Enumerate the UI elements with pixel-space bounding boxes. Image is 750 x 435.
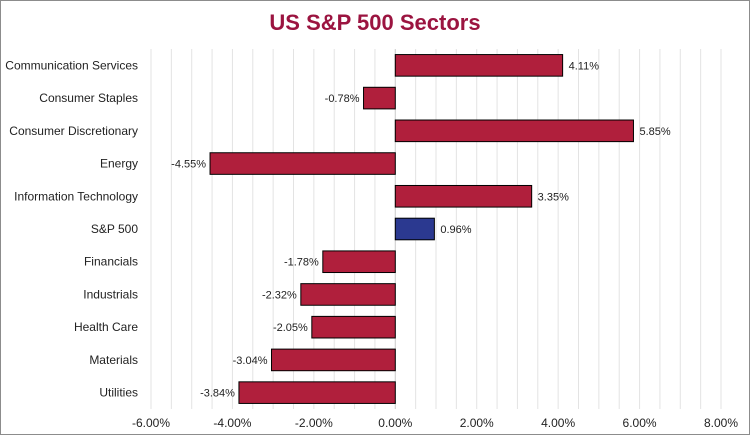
category-label: Consumer Staples: [39, 91, 138, 105]
category-label: Information Technology: [14, 189, 138, 203]
data-label: 5.85%: [639, 126, 670, 138]
bar: [209, 152, 396, 175]
category-label: Utilities: [99, 386, 138, 400]
bar: [394, 119, 634, 143]
data-label: 0.96%: [440, 224, 471, 236]
x-tick-label: 8.00%: [704, 416, 738, 430]
category-label: Communication Services: [5, 58, 138, 72]
data-label: -2.05%: [273, 322, 308, 334]
category-label: S&P 500: [91, 222, 138, 236]
bar: [363, 86, 396, 110]
data-label: -3.84%: [200, 388, 235, 400]
data-label: -1.78%: [284, 257, 319, 269]
bar: [300, 283, 396, 306]
category-label: Energy: [100, 157, 138, 171]
category-label: Materials: [89, 353, 138, 367]
category-label: Health Care: [74, 320, 138, 334]
bar: [394, 217, 435, 241]
category-label: Consumer Discretionary: [9, 124, 138, 138]
x-tick-label: 2.00%: [460, 416, 494, 430]
x-tick-label: -6.00%: [132, 416, 170, 430]
bar: [271, 348, 396, 372]
x-tick-label: 6.00%: [623, 416, 657, 430]
bars: [209, 54, 634, 404]
category-label: Industrials: [83, 287, 138, 301]
bar: [394, 184, 533, 208]
bar: [322, 250, 396, 274]
x-axis-tick-labels: -6.00% -4.00% -2.00% 0.00% 2.00% 4.00% 6.00% 8.…: [132, 416, 738, 430]
data-label: -3.04%: [233, 355, 268, 367]
data-labels: 4.11% -0.78% 5.85% -4.55% 3.35% 0.96% -1.78% -2…: [171, 60, 671, 399]
bar: [238, 381, 396, 404]
data-label: -2.32%: [262, 289, 297, 301]
data-label: 4.11%: [569, 60, 600, 72]
x-tick-label: 4.00%: [541, 416, 575, 430]
data-label: -0.78%: [325, 93, 360, 105]
data-label: -4.55%: [171, 159, 206, 171]
bar: [394, 54, 564, 77]
x-tick-label: 0.00%: [378, 416, 412, 430]
bar: [311, 315, 396, 339]
category-labels: Communication Services Consumer Staples Co…: [5, 58, 138, 399]
category-label: Financials: [84, 255, 138, 269]
data-label: 3.35%: [538, 191, 569, 203]
x-tick-label: -2.00%: [295, 416, 333, 430]
chart-title: US S&P 500 Sectors: [269, 10, 480, 35]
x-tick-label: -4.00%: [213, 416, 251, 430]
